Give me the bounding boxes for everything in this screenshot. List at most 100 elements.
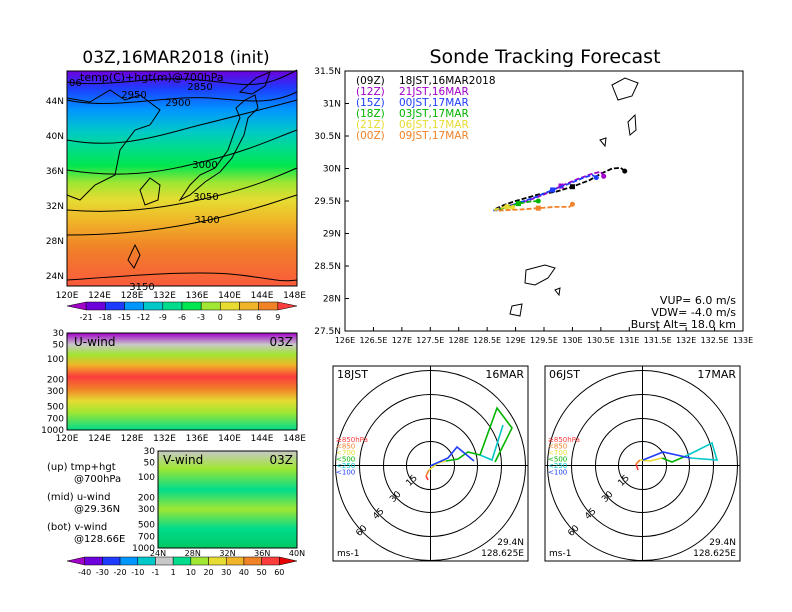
track-xtick-label: 131E xyxy=(619,336,639,345)
hodograph-level: <850 xyxy=(548,443,567,451)
uwind-p-tick: 700 xyxy=(47,414,64,424)
vwind-crosssection xyxy=(157,450,298,549)
legend-time: 09JST,17MAR xyxy=(399,130,469,142)
temp-colorbar-label: 0 xyxy=(218,313,223,322)
track-mid-marker xyxy=(515,201,521,207)
track-end-marker xyxy=(510,205,516,210)
vwind-p-tick: 700 xyxy=(138,532,155,542)
track-series-line xyxy=(493,205,513,211)
note-bot: (bot) v-wind xyxy=(47,522,107,533)
temp-colorbar-label: -18 xyxy=(99,313,112,322)
vwind-p-tick: 1000 xyxy=(132,544,155,554)
vwind-label: V-wind xyxy=(163,453,203,467)
vwind-lat-tick: 36N xyxy=(254,549,270,558)
map-lon-tick: 144E xyxy=(251,291,274,301)
wind-colorbar-label: -20 xyxy=(114,568,127,577)
uwind-lon-tick: 124E xyxy=(88,434,111,444)
uwind-p-tick: 200 xyxy=(47,376,64,386)
track-end-marker xyxy=(622,168,628,174)
map-lon-tick: 132E xyxy=(153,291,176,301)
track-ytick-label: 31.5N xyxy=(314,67,341,77)
wind-colorbar-swatch xyxy=(190,556,209,566)
map-lon-tick: 124E xyxy=(88,291,111,301)
legend-code: (09Z) xyxy=(356,75,385,87)
temp-colorbar-swatch xyxy=(143,301,164,311)
legend-code: (12Z) xyxy=(356,86,385,98)
hodograph-lon: 128.625E xyxy=(693,549,736,559)
uwind-lon-tick: 148E xyxy=(283,434,306,444)
track-ytick-label: 28N xyxy=(323,295,341,305)
uwind-time: 03Z xyxy=(270,335,294,349)
track-end-marker xyxy=(569,201,575,207)
hodograph-lon: 128.625E xyxy=(481,549,524,559)
hodograph-trace xyxy=(479,406,513,463)
temp-colorbar-swatch xyxy=(162,301,183,311)
legend-code: (00Z) xyxy=(356,130,385,142)
track-xtick-label: 129E xyxy=(505,336,525,345)
track-ytick-label: 28.5N xyxy=(314,262,341,272)
hodograph-trace xyxy=(429,445,475,467)
legend-code: (18Z) xyxy=(356,108,385,120)
temp-colorbar-label: 3 xyxy=(237,313,242,322)
corner-value: 06 xyxy=(69,78,82,89)
note-mid-sub: @29.36N xyxy=(74,504,120,515)
hodograph-trace xyxy=(661,455,687,463)
contour-label: 2850 xyxy=(187,82,212,93)
track-mid-marker xyxy=(504,204,510,210)
vwind-p-tick: 30 xyxy=(144,447,156,457)
hodograph-lat: 29.4N xyxy=(497,538,524,548)
hodograph-level: ≥850hPa xyxy=(336,436,368,444)
legend-time: 03JST,17MAR xyxy=(399,108,469,120)
track-xtick-label: 129.5E xyxy=(530,336,558,345)
track-xtick-label: 126.5E xyxy=(359,336,387,345)
legend-time: 18JST,16MAR2018 xyxy=(399,75,496,87)
wind-colorbar-label: 20 xyxy=(203,568,213,577)
hodograph-left-label: 06JST xyxy=(549,368,580,381)
hodograph-lat: 29.4N xyxy=(709,538,736,548)
hodograph-level: <250 xyxy=(548,462,567,470)
note-up: (up) tmp+hgt xyxy=(47,462,116,473)
temp-colorbar-swatch xyxy=(239,301,259,311)
contour-label: 3000 xyxy=(192,160,217,171)
field-label: temp(C)+hgt(m)@700hPa xyxy=(80,71,224,84)
vwind-lat-tick: 32N xyxy=(219,549,235,558)
track-end-marker xyxy=(535,198,541,204)
uwind-p-tick: 30 xyxy=(53,329,65,339)
hodograph-level: <700 xyxy=(548,449,567,457)
contour-label: 2900 xyxy=(165,98,190,109)
hodograph-trace xyxy=(635,463,639,471)
uwind-p-tick: 100 xyxy=(47,355,64,365)
track-xtick-label: 126E xyxy=(335,336,355,345)
wind-colorbar-label: -10 xyxy=(131,568,144,577)
right-title: Sonde Tracking Forecast xyxy=(429,46,660,68)
temp-colorbar-swatch xyxy=(277,301,298,311)
temp-colorbar-label: -6 xyxy=(178,313,186,322)
track-xtick-label: 130.5E xyxy=(587,336,615,345)
wind-colorbar-label: 40 xyxy=(239,568,249,577)
temp-colorbar-swatch xyxy=(124,301,144,311)
track-xtick-label: 131.5E xyxy=(644,336,672,345)
map-lat-tick: 44N xyxy=(46,97,64,107)
wind-colorbar-label: -1 xyxy=(151,568,159,577)
wind-colorbar-swatch xyxy=(172,556,192,566)
track-mid-marker xyxy=(535,205,541,211)
legend-code: (15Z) xyxy=(356,97,385,109)
temp-colorbar-swatch xyxy=(181,301,202,311)
temp-colorbar-label: 9 xyxy=(275,313,280,322)
uwind-lon-tick: 140E xyxy=(218,434,241,444)
track-mid-marker xyxy=(550,187,556,193)
temp-colorbar-label: -9 xyxy=(159,313,167,322)
temp-colorbar-swatch xyxy=(200,301,221,311)
wind-colorbar-swatch xyxy=(279,556,298,566)
wind-colorbar-swatch xyxy=(225,556,245,566)
note-bot-sub: @128.66E xyxy=(74,534,125,545)
uwind-lon-tick: 132E xyxy=(153,434,176,444)
wind-colorbar-label: -40 xyxy=(78,568,91,577)
uwind-label: U-wind xyxy=(74,335,115,349)
temp-colorbar-swatch xyxy=(258,301,279,311)
uwind-lon-tick: 128E xyxy=(121,434,144,444)
contour-label: 3050 xyxy=(193,192,218,203)
map-lon-tick: 140E xyxy=(218,291,241,301)
hodograph-level: <850 xyxy=(336,443,355,451)
